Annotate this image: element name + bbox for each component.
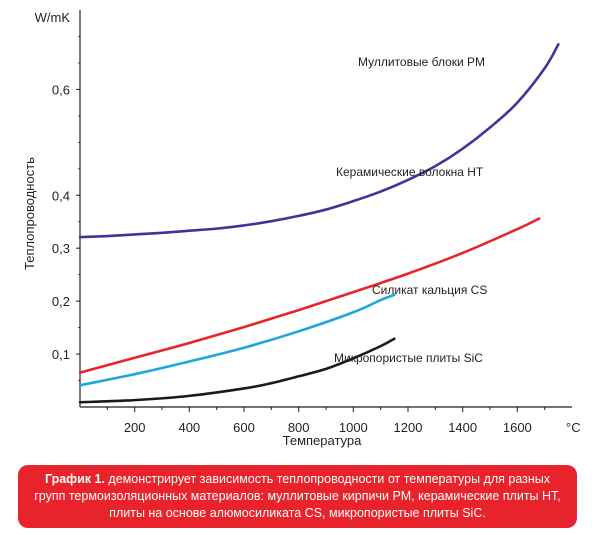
y-unit-label: W/mK (35, 10, 71, 25)
x-tick-label: 1400 (448, 420, 477, 435)
chart-series (78, 43, 560, 404)
figure-caption: График 1. демонстрирует зависимость тепл… (18, 465, 577, 528)
x-tick-label: 200 (124, 420, 146, 435)
chart-axes: 200 400 600 800 1000 1200 1400 1600 0,1 0,2 0,3 0,4… (22, 10, 581, 448)
series-label-calcium-silicate-cs: Силикат кальция CS (372, 283, 487, 297)
x-tick-label: 1200 (394, 420, 423, 435)
series-label-microporous-sic: Микропористые плиты SiC (334, 351, 483, 365)
series-line-calcium-silicate-cs (78, 293, 396, 387)
series-label-ceramic-fiber-ht: Керамические волокна HT (336, 165, 484, 179)
figure-caption-text: График 1. демонстрирует зависимость тепл… (34, 471, 561, 522)
series-line-mullite-pm (78, 43, 560, 239)
x-tick-label: 1600 (503, 420, 532, 435)
chart-labels: Муллитовые блоки PM Керамические волокна … (334, 55, 487, 365)
x-tick-label: 1000 (339, 420, 368, 435)
y-tick-label: 0,4 (52, 188, 70, 203)
y-tick-label: 0,6 (52, 82, 70, 97)
y-tick-label: 0,2 (52, 294, 70, 309)
thermal-conductivity-chart: 200 400 600 800 1000 1200 1400 1600 0,1 0,2 0,3 0,4… (22, 10, 581, 448)
y-axis-title: Теплопроводность (22, 157, 37, 270)
series-label-mullite-pm: Муллитовые блоки PM (358, 55, 485, 69)
x-unit-label: °C (566, 420, 581, 435)
x-tick-label: 400 (178, 420, 200, 435)
series-line-microporous-sic (78, 337, 396, 404)
x-axis-title: Температура (283, 433, 363, 448)
series-line-ceramic-fiber-ht (78, 217, 541, 374)
x-tick-label: 800 (288, 420, 310, 435)
y-tick-label: 0,1 (52, 347, 70, 362)
caption-body: демонстрирует зависимость теплопроводнос… (34, 472, 561, 520)
caption-title: График 1. (44, 472, 105, 486)
x-tick-label: 600 (233, 420, 255, 435)
y-tick-label: 0,3 (52, 241, 70, 256)
